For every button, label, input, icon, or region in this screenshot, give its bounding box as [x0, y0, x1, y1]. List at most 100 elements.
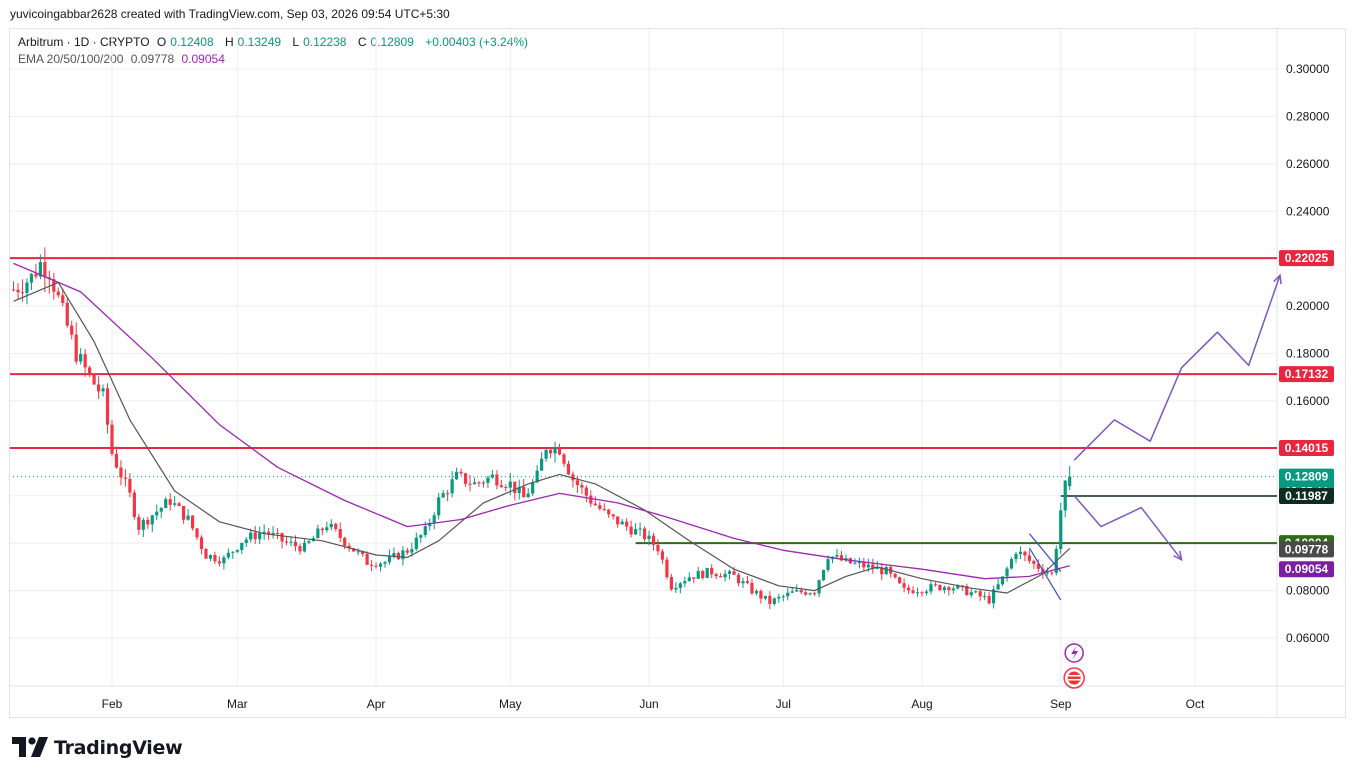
candle-body [607, 509, 611, 515]
candle-body [620, 521, 624, 525]
price-label-ema_slow-box [1279, 561, 1334, 578]
candle-body [929, 584, 933, 592]
candle-body [454, 471, 459, 480]
candle-body [857, 562, 861, 564]
candle-body [132, 492, 136, 517]
candle-body [284, 541, 289, 543]
candle-body [956, 585, 960, 589]
candle-body [20, 292, 25, 294]
candle-body [710, 567, 714, 575]
candle-body [352, 548, 356, 552]
ema-legend: EMA 20/50/100/200 0.09778 0.09054 [18, 52, 229, 66]
symbol-title[interactable]: Arbitrum · 1D · CRYPTO [18, 35, 150, 49]
tradingview-logo[interactable]: TradingView [12, 737, 183, 759]
projection-down-path [1073, 495, 1183, 561]
chart-attribution: yuvicoingabbar2628 created with TradingV… [10, 7, 450, 21]
candle-body [43, 262, 47, 278]
candle-body [768, 595, 772, 604]
candle-body [244, 539, 248, 543]
candle-body [992, 589, 996, 604]
candle-body [705, 567, 709, 578]
candle-body [56, 291, 60, 296]
candle-body [137, 516, 141, 530]
y-tick-label: 0.28000 [1286, 109, 1330, 123]
price-label-0.17132-box [1279, 366, 1334, 383]
y-tick-label: 0.26000 [1286, 157, 1330, 171]
price-label-level: 0.11987 [1285, 489, 1328, 503]
candle-body [405, 550, 409, 553]
candle-body [893, 573, 897, 578]
candle-body [217, 561, 222, 564]
candle-body [235, 549, 239, 552]
candle-body [656, 544, 660, 552]
candle-body [275, 532, 280, 534]
candle-body [92, 374, 96, 385]
candle-body [119, 467, 123, 478]
ema-slow-value: 0.09054 [181, 52, 225, 66]
candle-body [969, 592, 973, 596]
y-tick-label: 0.06000 [1286, 631, 1330, 645]
candle-body [486, 477, 490, 483]
candle-body [808, 593, 812, 595]
candle-body [942, 587, 946, 591]
candle-body [571, 474, 575, 481]
candle-body [1018, 551, 1023, 555]
candle-body [387, 555, 392, 563]
candle-body [566, 463, 571, 475]
candle-body [320, 528, 324, 531]
candle-body [548, 449, 553, 454]
candle-body [101, 388, 105, 392]
candle-body [316, 528, 320, 539]
candle-body [853, 562, 857, 564]
candle-body [629, 526, 633, 535]
candle-body [906, 587, 911, 591]
price-label-0.14015-box [1279, 439, 1334, 456]
y-tick-label: 0.18000 [1286, 347, 1330, 361]
candle-body [732, 571, 736, 575]
candle-body [933, 584, 938, 586]
ema-fast-value: 0.09778 [130, 52, 175, 66]
candle-body [222, 557, 226, 564]
candle-body [790, 591, 794, 593]
candle-body [642, 528, 647, 540]
candle-body [437, 497, 441, 516]
candle-body [414, 537, 418, 550]
candle-body [334, 523, 338, 530]
candle-body [226, 552, 230, 558]
candle-body [472, 482, 477, 485]
candle-body [258, 533, 262, 540]
candle-body [575, 480, 580, 486]
x-tick-label: May [499, 697, 522, 711]
candle-body [602, 508, 606, 510]
candle-body [70, 325, 74, 335]
price-label-0.14015: 0.14015 [1285, 441, 1329, 455]
candle-body [347, 545, 351, 549]
candle-body [540, 458, 544, 471]
candle-body [911, 590, 915, 594]
tradingview-logo-icon [12, 737, 48, 757]
candle-body [1014, 554, 1018, 560]
candle-body [983, 596, 987, 598]
ema-label[interactable]: EMA 20/50/100/200 [18, 52, 124, 66]
x-tick-label: Oct [1186, 697, 1205, 711]
candle-body [701, 571, 705, 578]
candle-body [79, 354, 83, 362]
candle-body [123, 477, 128, 479]
candle-body [88, 367, 92, 375]
x-tick-label: Jun [639, 697, 658, 711]
candle-body [678, 583, 682, 588]
candle-body [719, 576, 723, 578]
candle-body [29, 274, 34, 283]
candle-body [213, 554, 217, 562]
candle-body [589, 495, 593, 504]
candle-body [307, 541, 311, 543]
candle-body [356, 551, 360, 553]
candle-body [365, 553, 369, 565]
candle-body [741, 581, 745, 584]
y-tick-label: 0.08000 [1286, 584, 1330, 598]
candle-body [522, 486, 526, 498]
candle-body [987, 596, 991, 604]
candle-body [745, 581, 750, 583]
candle-body [871, 564, 875, 570]
